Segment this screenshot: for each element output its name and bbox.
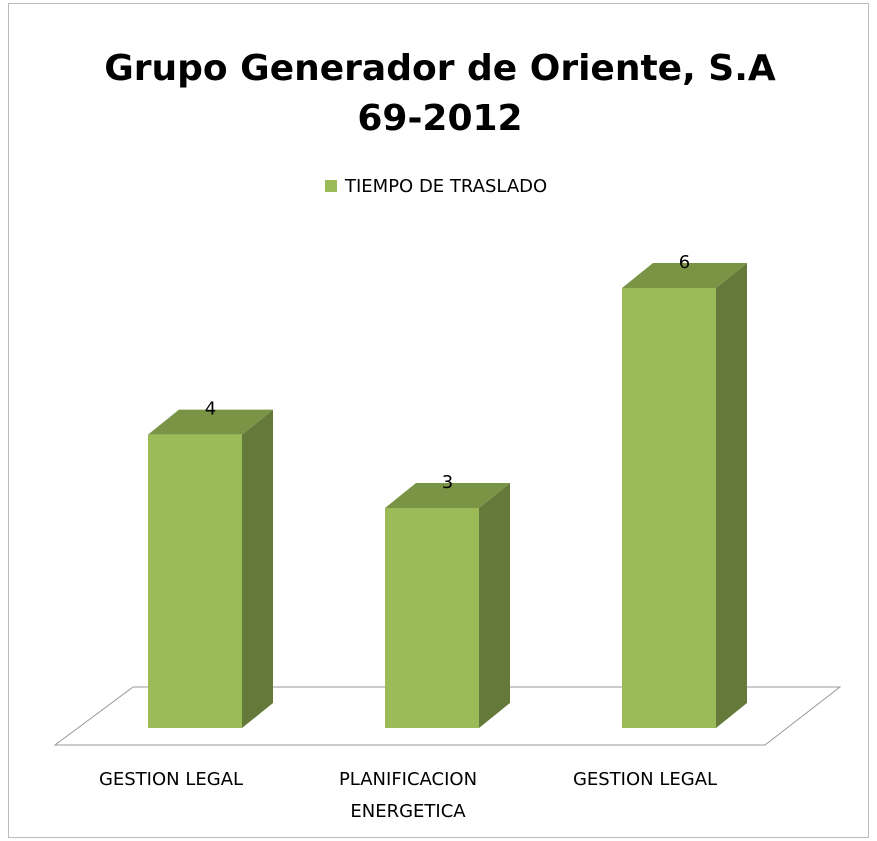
data-label: 4 [205, 399, 216, 420]
bar-front [385, 508, 479, 728]
bar [385, 483, 510, 728]
bar-front [148, 434, 242, 728]
bar-side [242, 409, 273, 728]
x-tick-label: GESTION LEGAL [98, 769, 244, 790]
bar-side [479, 483, 510, 728]
data-label: 6 [679, 252, 690, 273]
bar-top [622, 263, 747, 288]
x-tick-label: PLANIFICACION ENERGETICA [338, 769, 478, 822]
bar [622, 263, 747, 728]
legend-label: TIEMPO DE TRASLADO [344, 176, 547, 197]
data-label: 3 [442, 472, 453, 493]
bar-top [385, 483, 510, 508]
bar-front [622, 288, 716, 728]
chart-title: Grupo Generador de Oriente, S.A [104, 48, 776, 89]
legend-swatch [325, 180, 337, 192]
chart-subtitle: 69-2012 [357, 98, 522, 139]
x-tick-label: GESTION LEGAL [572, 769, 718, 790]
bar [148, 409, 273, 728]
bar-side [716, 263, 747, 728]
bar-top [148, 409, 273, 435]
